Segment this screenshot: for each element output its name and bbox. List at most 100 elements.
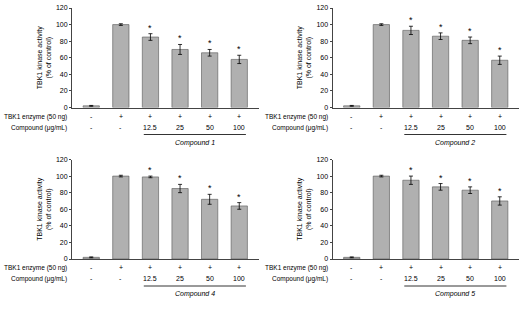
svg-text:Compound 1: Compound 1 — [175, 139, 215, 147]
svg-text:100: 100 — [316, 173, 328, 180]
svg-text:25: 25 — [437, 124, 445, 131]
svg-text:+: + — [237, 113, 241, 120]
svg-text:*: * — [439, 22, 443, 32]
svg-text:-: - — [90, 113, 93, 120]
svg-text:Compound (μg/mL): Compound (μg/mL) — [272, 275, 328, 283]
svg-text:*: * — [178, 33, 182, 43]
svg-text:50: 50 — [206, 275, 214, 282]
svg-text:+: + — [119, 113, 123, 120]
svg-text:-: - — [119, 124, 122, 131]
svg-text:*: * — [237, 192, 241, 202]
svg-text:*: * — [178, 173, 182, 183]
svg-text:*: * — [208, 38, 212, 48]
svg-text:+: + — [439, 264, 443, 271]
svg-text:TBK1 kinase activity(% of cont: TBK1 kinase activity(% of control) — [36, 26, 53, 90]
svg-text:0: 0 — [64, 104, 68, 111]
svg-text:60: 60 — [60, 54, 68, 61]
svg-text:TBK1 kinase activity(% of cont: TBK1 kinase activity(% of control) — [296, 177, 313, 241]
svg-text:120: 120 — [316, 156, 328, 163]
svg-text:*: * — [148, 165, 152, 175]
svg-text:50: 50 — [466, 124, 474, 131]
svg-text:0: 0 — [324, 255, 328, 262]
svg-text:120: 120 — [316, 4, 328, 11]
svg-text:+: + — [409, 113, 413, 120]
svg-text:*: * — [409, 15, 413, 25]
svg-text:+: + — [498, 113, 502, 120]
svg-text:+: + — [208, 113, 212, 120]
svg-text:+: + — [439, 113, 443, 120]
svg-text:100: 100 — [233, 124, 245, 131]
svg-text:+: + — [468, 113, 472, 120]
svg-text:120: 120 — [56, 156, 68, 163]
svg-text:Compound 4: Compound 4 — [175, 290, 215, 298]
svg-text:-: - — [90, 264, 93, 271]
svg-text:+: + — [148, 264, 152, 271]
svg-text:40: 40 — [60, 222, 68, 229]
svg-text:12.5: 12.5 — [404, 124, 418, 131]
svg-text:TBK1 enzyme (50 ng): TBK1 enzyme (50 ng) — [265, 264, 328, 272]
svg-text:*: * — [148, 23, 152, 33]
svg-text:80: 80 — [320, 38, 328, 45]
svg-text:-: - — [350, 124, 353, 131]
svg-text:+: + — [468, 264, 472, 271]
svg-text:TBK1 kinase activity(% of cont: TBK1 kinase activity(% of control) — [36, 177, 53, 241]
svg-text:20: 20 — [60, 239, 68, 246]
svg-text:Compound (μg/mL): Compound (μg/mL) — [272, 124, 328, 132]
svg-text:25: 25 — [176, 275, 184, 282]
svg-text:TBK1 enzyme (50 ng): TBK1 enzyme (50 ng) — [4, 113, 67, 121]
svg-text:120: 120 — [56, 4, 68, 11]
svg-text:*: * — [498, 45, 502, 55]
svg-text:-: - — [380, 124, 383, 131]
svg-text:*: * — [498, 186, 502, 196]
svg-text:25: 25 — [176, 124, 184, 131]
svg-text:80: 80 — [320, 189, 328, 196]
svg-text:25: 25 — [437, 275, 445, 282]
svg-text:Compound 2: Compound 2 — [435, 139, 475, 147]
svg-text:-: - — [119, 275, 122, 282]
svg-text:+: + — [148, 113, 152, 120]
svg-text:40: 40 — [320, 71, 328, 78]
svg-text:+: + — [379, 113, 383, 120]
svg-text:TBK1 enzyme (50 ng): TBK1 enzyme (50 ng) — [4, 264, 67, 272]
svg-text:100: 100 — [316, 21, 328, 28]
svg-text:60: 60 — [60, 206, 68, 213]
svg-text:50: 50 — [466, 275, 474, 282]
svg-text:*: * — [208, 183, 212, 193]
svg-text:TBK1 kinase activity(% of cont: TBK1 kinase activity(% of control) — [296, 26, 313, 90]
svg-text:80: 80 — [60, 189, 68, 196]
svg-text:0: 0 — [64, 255, 68, 262]
svg-text:+: + — [208, 264, 212, 271]
svg-text:20: 20 — [320, 239, 328, 246]
svg-text:+: + — [178, 113, 182, 120]
svg-text:+: + — [379, 264, 383, 271]
svg-text:100: 100 — [494, 124, 506, 131]
svg-text:Compound (μg/mL): Compound (μg/mL) — [11, 275, 67, 283]
svg-text:+: + — [498, 264, 502, 271]
svg-text:Compound 5: Compound 5 — [435, 290, 475, 298]
svg-text:12.5: 12.5 — [143, 275, 157, 282]
svg-text:*: * — [409, 165, 413, 175]
svg-text:20: 20 — [320, 87, 328, 94]
svg-text:0: 0 — [324, 104, 328, 111]
svg-text:12.5: 12.5 — [143, 124, 157, 131]
svg-text:80: 80 — [60, 38, 68, 45]
svg-text:+: + — [237, 264, 241, 271]
svg-text:-: - — [350, 264, 353, 271]
svg-text:50: 50 — [206, 124, 214, 131]
svg-text:40: 40 — [320, 222, 328, 229]
svg-text:100: 100 — [494, 275, 506, 282]
svg-text:20: 20 — [60, 87, 68, 94]
svg-text:*: * — [468, 176, 472, 186]
svg-text:-: - — [350, 113, 353, 120]
svg-text:100: 100 — [56, 21, 68, 28]
svg-text:-: - — [90, 275, 93, 282]
svg-text:Compound (μg/mL): Compound (μg/mL) — [11, 124, 67, 132]
svg-text:+: + — [409, 264, 413, 271]
svg-text:100: 100 — [233, 275, 245, 282]
svg-text:*: * — [439, 173, 443, 183]
svg-text:*: * — [237, 44, 241, 54]
svg-text:+: + — [119, 264, 123, 271]
svg-text:-: - — [90, 124, 93, 131]
svg-text:40: 40 — [60, 71, 68, 78]
svg-text:*: * — [468, 26, 472, 36]
